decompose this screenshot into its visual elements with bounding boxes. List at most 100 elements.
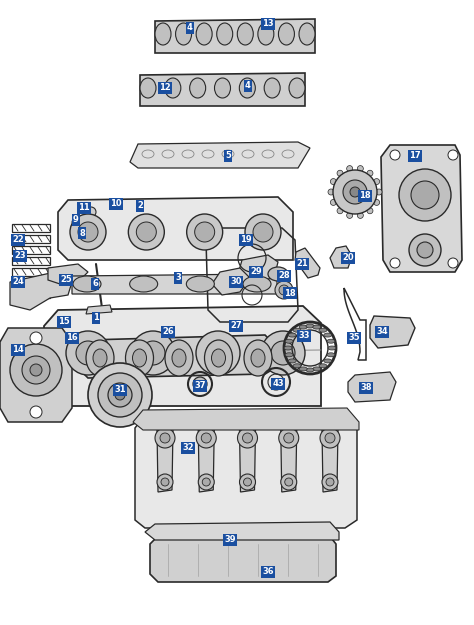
- Ellipse shape: [73, 276, 101, 292]
- Text: 30: 30: [230, 278, 242, 286]
- Bar: [104, 207, 122, 217]
- Circle shape: [284, 433, 294, 443]
- Ellipse shape: [72, 218, 84, 226]
- Circle shape: [98, 373, 142, 417]
- Ellipse shape: [126, 340, 154, 376]
- Ellipse shape: [237, 23, 253, 45]
- Text: 28: 28: [278, 271, 290, 281]
- Circle shape: [374, 179, 380, 184]
- Circle shape: [330, 179, 337, 184]
- Text: 3: 3: [175, 274, 181, 282]
- Ellipse shape: [196, 23, 212, 45]
- Text: 23: 23: [14, 251, 26, 261]
- Circle shape: [195, 222, 215, 242]
- Circle shape: [330, 199, 337, 206]
- Circle shape: [350, 187, 360, 197]
- Polygon shape: [150, 534, 336, 582]
- Circle shape: [244, 478, 252, 486]
- Circle shape: [30, 406, 42, 418]
- Ellipse shape: [278, 23, 294, 45]
- Text: 1: 1: [93, 314, 99, 322]
- Circle shape: [137, 222, 156, 242]
- Circle shape: [201, 433, 211, 443]
- Circle shape: [202, 478, 210, 486]
- Circle shape: [417, 242, 433, 258]
- Text: 36: 36: [262, 568, 274, 576]
- Text: 39: 39: [224, 536, 236, 544]
- Circle shape: [326, 478, 334, 486]
- Polygon shape: [133, 408, 359, 430]
- Text: 12: 12: [159, 84, 171, 92]
- Circle shape: [155, 428, 175, 448]
- Text: 4: 4: [245, 81, 251, 91]
- Text: 17: 17: [409, 151, 421, 161]
- Polygon shape: [58, 197, 293, 260]
- Ellipse shape: [74, 229, 90, 239]
- Ellipse shape: [327, 339, 335, 343]
- Ellipse shape: [215, 78, 230, 98]
- Polygon shape: [322, 428, 338, 492]
- Polygon shape: [330, 246, 352, 268]
- Ellipse shape: [243, 276, 271, 292]
- Text: 10: 10: [110, 199, 122, 209]
- Ellipse shape: [327, 352, 335, 357]
- Circle shape: [448, 258, 458, 268]
- Circle shape: [322, 474, 338, 490]
- Ellipse shape: [165, 340, 193, 376]
- Text: 20: 20: [342, 254, 354, 262]
- Text: 35: 35: [348, 334, 360, 342]
- Ellipse shape: [306, 324, 314, 328]
- Circle shape: [346, 213, 353, 218]
- Polygon shape: [78, 335, 275, 378]
- Polygon shape: [155, 19, 315, 53]
- Circle shape: [206, 341, 230, 365]
- Circle shape: [409, 234, 441, 266]
- Ellipse shape: [172, 349, 186, 367]
- Text: 22: 22: [12, 236, 24, 244]
- Circle shape: [271, 341, 295, 365]
- Ellipse shape: [299, 23, 315, 45]
- Text: 31: 31: [114, 386, 126, 394]
- Text: 14: 14: [12, 346, 24, 354]
- Text: 34: 34: [376, 328, 388, 336]
- Ellipse shape: [130, 276, 158, 292]
- Ellipse shape: [186, 276, 214, 292]
- Circle shape: [66, 331, 110, 375]
- Ellipse shape: [299, 325, 307, 329]
- Ellipse shape: [239, 78, 255, 98]
- Text: 2: 2: [137, 201, 143, 211]
- Circle shape: [115, 390, 125, 400]
- Circle shape: [198, 474, 214, 490]
- Circle shape: [30, 332, 42, 344]
- Circle shape: [390, 258, 400, 268]
- Circle shape: [22, 356, 50, 384]
- Ellipse shape: [313, 367, 321, 371]
- Circle shape: [333, 170, 377, 214]
- Circle shape: [320, 428, 340, 448]
- Circle shape: [376, 189, 382, 195]
- Circle shape: [245, 214, 281, 250]
- Circle shape: [275, 281, 293, 299]
- Circle shape: [196, 428, 216, 448]
- Text: 9: 9: [73, 216, 79, 224]
- Ellipse shape: [319, 364, 327, 368]
- Ellipse shape: [165, 78, 181, 98]
- Circle shape: [411, 181, 439, 209]
- Text: 24: 24: [12, 278, 24, 286]
- Circle shape: [141, 341, 165, 365]
- Ellipse shape: [328, 346, 336, 350]
- Ellipse shape: [251, 349, 265, 367]
- Polygon shape: [198, 428, 214, 492]
- Circle shape: [325, 433, 335, 443]
- Text: 21: 21: [296, 259, 308, 269]
- Polygon shape: [44, 306, 321, 406]
- Text: 15: 15: [58, 318, 70, 326]
- Text: 32: 32: [182, 444, 194, 452]
- Circle shape: [343, 180, 367, 204]
- Ellipse shape: [284, 346, 292, 350]
- Text: 27: 27: [230, 321, 242, 331]
- Text: 33: 33: [298, 331, 310, 341]
- Circle shape: [108, 383, 132, 407]
- Circle shape: [86, 207, 96, 217]
- Circle shape: [367, 170, 373, 176]
